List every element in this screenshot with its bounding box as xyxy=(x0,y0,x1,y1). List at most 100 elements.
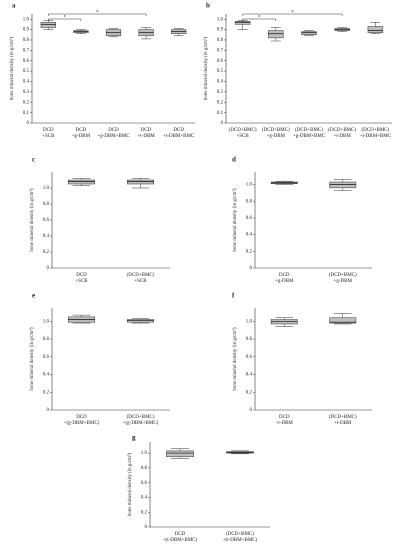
x-tick-label: +SCB xyxy=(236,134,249,139)
y-tick-label: 0.8 xyxy=(43,202,50,207)
y-axis-label: bone mineral density (in g/cm³) xyxy=(203,37,209,100)
y-tick-label: 0.6 xyxy=(141,481,148,486)
x-tick-label: (DCD+BMC) xyxy=(226,532,254,537)
x-tick-label: +g-DBM xyxy=(72,134,91,139)
y-tick-label: 0.6 xyxy=(246,216,253,221)
y-axis-label: bone mineral density (in g/cm³) xyxy=(9,37,15,100)
y-tick-label: 0 xyxy=(221,121,224,126)
x-tick-label: +t-DBM xyxy=(334,421,352,426)
x-tick-label: +g-DBM xyxy=(334,279,353,284)
significance-label: * xyxy=(291,11,294,16)
y-tick-label: 0.2 xyxy=(23,100,30,105)
x-tick-label: +(g-DBM+BMC) xyxy=(64,421,100,426)
y-tick-label: 1.0 xyxy=(141,451,148,456)
x-tick-label: DCD xyxy=(76,273,87,278)
y-axis-label: bone mineral density (in g/cm³) xyxy=(127,453,133,516)
y-tick-label: 0 xyxy=(145,525,148,530)
box xyxy=(40,22,56,28)
y-tick-label: 0.2 xyxy=(43,390,50,395)
y-tick-label: 0.8 xyxy=(246,199,253,204)
panel-letter: g xyxy=(132,434,136,442)
y-tick-label: 0.2 xyxy=(141,510,148,515)
significance-bracket xyxy=(48,13,147,16)
x-tick-label: +g-DBM xyxy=(275,279,294,284)
panel: d bone mineral density (in g/cm³) 0 0.2 0.4 0… xyxy=(232,156,372,284)
box xyxy=(268,30,284,39)
panel: c bone mineral density (in g/cm³) 0 0.2 0.4 0… xyxy=(29,156,170,284)
y-tick-label: 0.8 xyxy=(23,38,30,43)
y-tick-label: 1.0 xyxy=(23,17,30,22)
y-tick-label: 0.4 xyxy=(217,80,224,85)
x-tick-label: (DCD+BMC) xyxy=(295,128,323,133)
x-tick-label: (DCD+BMC) xyxy=(329,415,357,420)
y-tick-label: 0.4 xyxy=(141,496,148,501)
box xyxy=(329,181,357,189)
x-tick-label: +g-DBM+BMC xyxy=(293,134,326,139)
panel: a bone mineral density (in g/cm³) 0 0.1 0.2 0… xyxy=(9,2,195,139)
y-tick-label: 0.4 xyxy=(23,80,30,85)
panel-letter: b xyxy=(206,2,210,10)
x-tick-label: (DCD+BMC) xyxy=(328,128,356,133)
significance-bracket xyxy=(242,13,343,16)
y-tick-label: 0.4 xyxy=(246,233,253,238)
y-tick-label: 0.6 xyxy=(217,59,224,64)
x-tick-label: DCD xyxy=(141,128,152,133)
y-tick-label: 0 xyxy=(47,408,50,413)
x-tick-label: DCD xyxy=(76,128,87,133)
x-tick-label: DCD xyxy=(279,273,290,278)
x-tick-label: (DCD+BMC) xyxy=(127,273,155,278)
x-tick-label: +g-DBM+BMC xyxy=(97,134,130,139)
y-tick-label: 0.7 xyxy=(217,48,224,53)
panel-letter: e xyxy=(32,292,35,300)
y-tick-label: 0.9 xyxy=(217,28,224,33)
y-tick-label: 0.8 xyxy=(43,337,50,342)
y-tick-label: 0.5 xyxy=(217,69,224,74)
y-tick-label: 0.2 xyxy=(43,250,50,255)
y-axis-label: bone mineral density (in g/cm³) xyxy=(232,188,238,251)
x-tick-label: DCD xyxy=(173,128,184,133)
x-tick-label: +g-DBM xyxy=(267,134,286,139)
box xyxy=(301,31,317,36)
x-tick-label: DCD xyxy=(43,128,54,133)
x-tick-label: +SCB xyxy=(75,279,88,284)
x-tick-label: +t-DBM+BMC xyxy=(163,134,195,139)
panel: e bone mineral density (in g/cm³) 0 0.2 0.4 0… xyxy=(29,292,170,426)
panel-letter: f xyxy=(232,292,235,300)
panel: g bone mineral density (in g/cm³) 0 0.2 0.4 0… xyxy=(127,434,270,543)
x-tick-label: (DCD+BMC) xyxy=(361,128,389,133)
y-tick-label: 0.1 xyxy=(23,111,30,116)
x-tick-label: +t-DBM xyxy=(276,421,294,426)
y-tick-label: 1.0 xyxy=(217,17,224,22)
x-tick-label: (DCD+BMC) xyxy=(329,273,357,278)
x-tick-label: +t-DBM xyxy=(137,134,155,139)
significance-label: * xyxy=(63,16,66,21)
y-tick-label: 0.7 xyxy=(23,48,30,53)
box xyxy=(234,21,251,25)
x-tick-label: DCD xyxy=(175,532,186,537)
y-tick-label: 0.6 xyxy=(246,355,253,360)
panel: f bone mineral density (in g/cm³) 0 0.2 0.4 0… xyxy=(232,292,372,426)
box xyxy=(126,179,155,185)
y-tick-label: 0.8 xyxy=(141,466,148,471)
panel-letter: d xyxy=(232,156,236,164)
x-tick-label: DCD xyxy=(108,128,119,133)
box xyxy=(166,450,194,458)
y-tick-label: 0.4 xyxy=(43,234,50,239)
box xyxy=(367,26,384,33)
y-axis-label: bone mineral density (in g/cm³) xyxy=(29,327,35,390)
x-tick-label: (DCD+BMC) xyxy=(262,128,290,133)
significance-bracket xyxy=(48,18,82,21)
y-tick-label: 0.2 xyxy=(246,390,253,395)
y-tick-label: 0.4 xyxy=(246,373,253,378)
y-tick-label: 0 xyxy=(250,408,253,413)
significance-label: * xyxy=(96,11,99,16)
y-tick-label: 0.8 xyxy=(217,38,224,43)
y-tick-label: 0.8 xyxy=(246,337,253,342)
x-tick-label: +(g-DBM+BMC) xyxy=(123,421,159,426)
x-tick-label: +t-DBM xyxy=(334,134,352,139)
x-tick-label: (DCD+BMC) xyxy=(127,415,155,420)
y-tick-label: 0.1 xyxy=(217,111,224,116)
x-tick-label: +t-DBM+BMC xyxy=(360,134,392,139)
y-tick-label: 0.3 xyxy=(217,90,224,95)
